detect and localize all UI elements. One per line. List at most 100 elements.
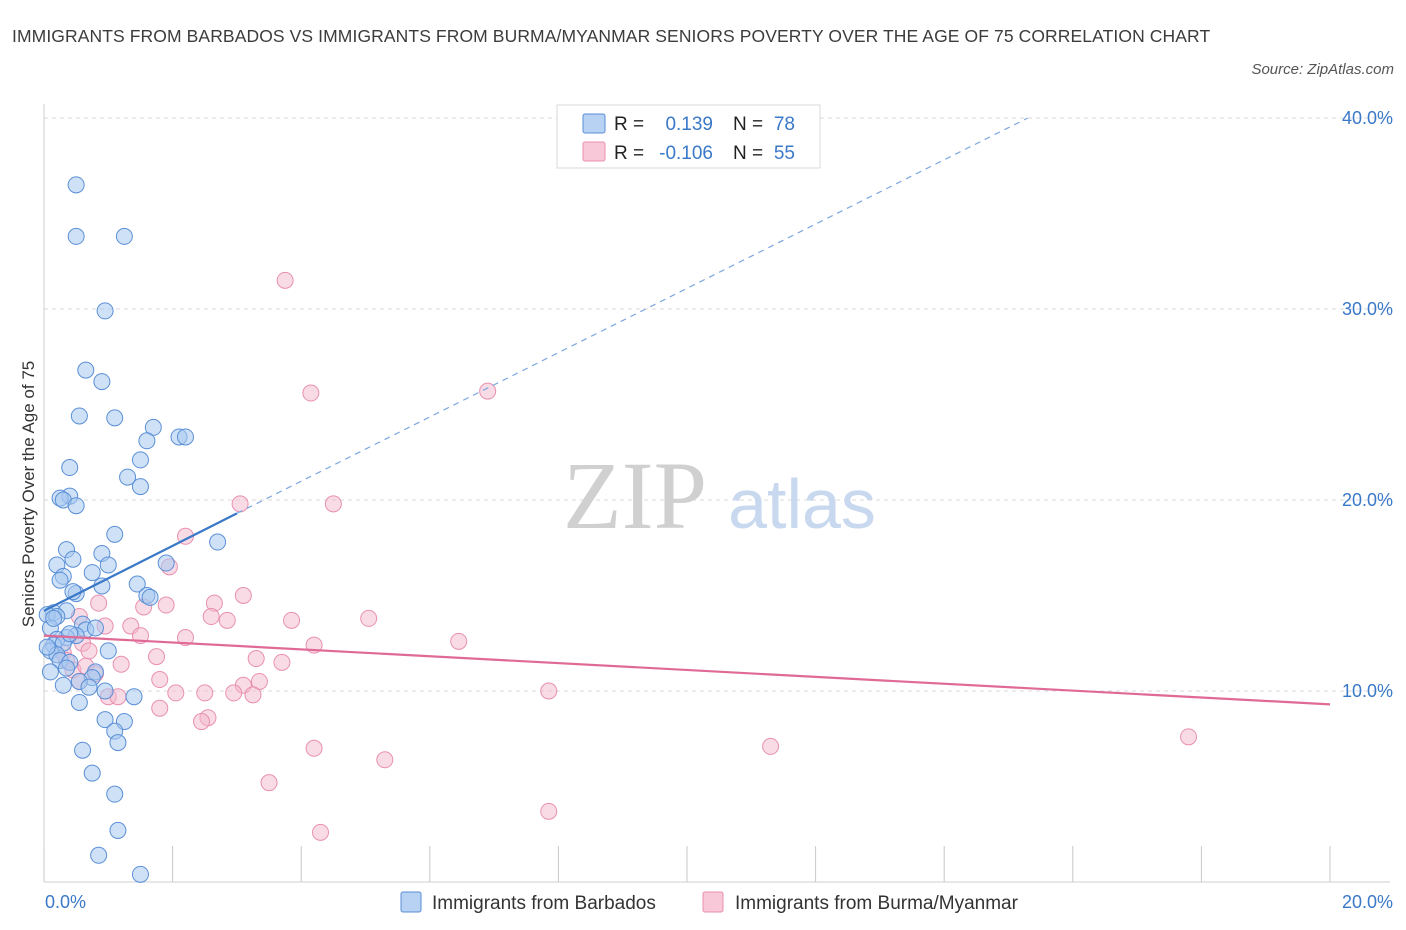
burma-point-48 (762, 737, 780, 755)
barbados-point-13 (61, 459, 79, 477)
barbados-point-55 (58, 659, 76, 677)
burma-point-34 (151, 671, 169, 689)
legend-n-value-2: 55 (774, 143, 795, 164)
series-legend-burma: Immigrants from Burma/Myanmar (735, 893, 1019, 914)
burma-point-49 (1180, 728, 1198, 746)
burma-point-16 (360, 609, 378, 627)
legend-r-value-1: 0.139 (665, 114, 713, 135)
legend-r-label-2: R = (614, 143, 644, 164)
barbados-point-0 (67, 176, 85, 194)
barbados-point-73 (90, 846, 108, 864)
barbados-point-19 (67, 497, 85, 515)
barbados-point-15 (131, 478, 149, 496)
burma-trend-line (43, 634, 1331, 706)
burma-point-52 (260, 774, 278, 792)
barbados-point-44 (86, 619, 104, 637)
barbados-point-68 (109, 734, 127, 752)
x-tick-label-1: 20.0% (1342, 892, 1393, 912)
burma-point-53 (540, 802, 558, 820)
barbados-point-36 (141, 588, 159, 606)
barbados-point-10 (176, 428, 194, 446)
burma-point-25 (80, 642, 98, 660)
barbados-point-61 (80, 678, 98, 696)
chart-source: Source: ZipAtlas.com (1251, 61, 1394, 78)
legend-n-label-1: N = (733, 114, 763, 135)
barbados-point-1 (67, 227, 85, 245)
legend-n-value-1: 78 (774, 114, 795, 135)
axes (43, 104, 1390, 883)
watermark-zip: ZIP (563, 442, 707, 549)
barbados-point-5 (93, 373, 111, 391)
legend-swatch-pink (582, 141, 606, 162)
burma-point-7 (234, 587, 252, 604)
burma-point-0 (276, 271, 294, 289)
burma-point-40 (167, 684, 185, 702)
burma-point-3 (231, 495, 249, 513)
series-legend-barbados: Immigrants from Barbados (432, 893, 656, 914)
barbados-point-76 (61, 625, 79, 643)
legend-r-label-1: R = (614, 114, 644, 135)
points-layer (38, 176, 1198, 883)
barbados-point-74 (131, 865, 149, 883)
burma-point-15 (283, 611, 301, 629)
burma-point-30 (273, 653, 291, 671)
barbados-point-26 (99, 556, 117, 574)
y-tick-label-2: 30.0% (1342, 299, 1393, 319)
barbados-point-62 (96, 682, 114, 700)
gridlines (44, 117, 1390, 692)
burma-point-13 (202, 608, 220, 626)
barbados-point-27 (157, 554, 175, 572)
barbados-point-51 (99, 642, 117, 660)
series-legend-swatch-barbados (400, 891, 422, 913)
barbados-point-30 (83, 564, 101, 582)
burma-point-4 (324, 495, 342, 513)
barbados-point-63 (125, 688, 143, 706)
barbados-point-6 (70, 407, 88, 425)
y-tick-label-3: 40.0% (1342, 108, 1393, 128)
burma-point-1 (302, 384, 320, 402)
barbados-point-11 (138, 432, 156, 450)
x-tick-label-0: 0.0% (45, 892, 86, 912)
burma-point-44 (244, 686, 262, 704)
burma-point-41 (225, 684, 243, 702)
barbados-point-69 (74, 741, 92, 759)
burma-point-45 (151, 699, 169, 717)
burma-point-54 (311, 823, 329, 841)
burma-point-26 (148, 648, 166, 666)
barbados-point-77 (38, 638, 56, 656)
series-legend-swatch-burma (702, 891, 724, 913)
burma-point-50 (305, 739, 323, 757)
legend-swatch-blue (582, 113, 606, 134)
watermark: ZIP atlas (563, 442, 876, 549)
burma-point-10 (157, 596, 175, 614)
series-legend: Immigrants from Barbados Immigrants from… (400, 891, 1019, 914)
chart-title: IMMIGRANTS FROM BARBADOS VS IMMIGRANTS F… (12, 26, 1211, 46)
barbados-trend-extension (236, 117, 1029, 514)
burma-point-38 (540, 682, 558, 700)
trend-layer (43, 117, 1331, 706)
barbados-point-12 (131, 451, 149, 469)
barbados-point-70 (83, 764, 101, 782)
barbados-point-72 (109, 821, 127, 839)
y-axis-label: Seniors Poverty Over the Age of 75 (19, 361, 38, 627)
burma-point-23 (450, 632, 468, 650)
barbados-point-29 (51, 571, 69, 589)
burma-point-20 (176, 629, 194, 647)
barbados-point-7 (106, 409, 124, 427)
tick-labels: 10.0% 20.0% 30.0% 40.0% 0.0% 20.0% (45, 108, 1393, 912)
burma-point-47 (193, 713, 211, 731)
burma-point-28 (112, 655, 130, 673)
watermark-atlas: atlas (728, 465, 876, 543)
barbados-point-14 (119, 468, 137, 486)
barbados-point-65 (96, 711, 114, 729)
burma-point-51 (376, 751, 394, 769)
barbados-point-60 (54, 676, 72, 694)
barbados-point-3 (96, 302, 114, 320)
barbados-point-4 (77, 361, 95, 379)
burma-point-8 (90, 594, 108, 612)
legend-r-value-2: -0.106 (659, 143, 713, 164)
barbados-point-20 (106, 525, 124, 543)
barbados-point-24 (64, 550, 82, 568)
barbados-point-64 (70, 693, 88, 711)
